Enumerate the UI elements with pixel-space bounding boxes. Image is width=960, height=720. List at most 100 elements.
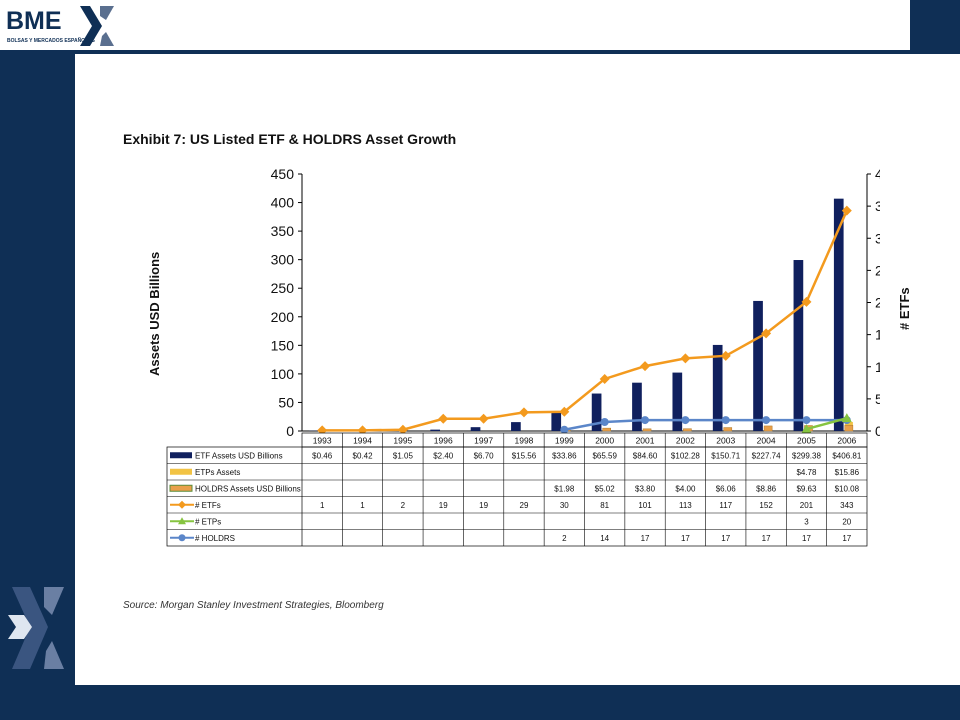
etfs-count-marker: [559, 406, 570, 417]
holdrs-count-marker: [600, 418, 609, 427]
table-cell-value: 19: [439, 501, 448, 510]
etf-assets-bar: [833, 198, 844, 431]
holdrs-assets-bar: [683, 428, 692, 432]
footer-band: [75, 685, 960, 720]
header-bar: [0, 0, 960, 52]
table-cell-value: 30: [560, 501, 569, 510]
table-cell-value: $1.05: [393, 451, 414, 460]
etfs-count-marker: [518, 407, 529, 418]
etf-assets-bar: [551, 411, 562, 431]
table-cell-value: $2.40: [433, 451, 454, 460]
left-tick-label: 150: [271, 337, 295, 353]
year-label: 2003: [716, 436, 735, 446]
etf-assets-bar: [591, 393, 602, 431]
table-cell-value: 14: [600, 534, 609, 543]
table-cell-value: 101: [638, 501, 652, 510]
table-cell-value: 113: [679, 501, 692, 510]
etf-assets-bar: [632, 382, 642, 431]
etf-assets-bar: [511, 422, 521, 431]
logo-x-icon: [80, 6, 114, 46]
etf-holdrs-chart: 0501001502002503003504004500501001502002…: [166, 166, 880, 547]
legend-marker-holdrs: [178, 534, 186, 542]
etps-count-marker: [841, 413, 852, 423]
right-axis-label: # ETFs: [897, 287, 912, 330]
etfs-count-marker: [801, 296, 812, 307]
logo-text: BME: [6, 7, 62, 35]
etfs-count-marker: [841, 205, 852, 216]
etf-assets-bar: [753, 300, 763, 431]
table-cell-value: $4.00: [675, 484, 696, 493]
holdrs-assets-bar: [844, 424, 854, 432]
right-tick-label: 100: [875, 359, 880, 375]
etfs-count-line: [322, 210, 848, 432]
left-tick-label: 250: [271, 280, 295, 296]
legend-label-etps: # ETPs: [195, 517, 221, 526]
table-cell-value: $227.74: [752, 451, 781, 460]
right-tick-label: 150: [875, 327, 880, 343]
etf-assets-bar: [712, 344, 723, 431]
table-cell-value: $33.86: [552, 451, 577, 460]
holdrs-count-marker: [560, 425, 569, 434]
right-tick-label: 300: [875, 230, 880, 246]
left-tick-label: 50: [278, 394, 294, 410]
table-cell-value: $102.28: [671, 451, 700, 460]
holdrs-count-marker: [802, 416, 811, 425]
legend-swatch-etps-assets: [170, 468, 192, 475]
table-cell-value: 17: [802, 534, 811, 543]
holdrs-assets-bar: [602, 427, 611, 432]
table-cell-value: 17: [721, 534, 730, 543]
table-cell-value: $0.42: [353, 451, 374, 460]
etf-assets-bar: [793, 260, 804, 431]
table-cell-value: 19: [479, 501, 488, 510]
table-cell-value: $84.60: [633, 451, 658, 460]
table-cell-value: 201: [800, 501, 814, 510]
table-cell-value: 1: [360, 501, 365, 510]
right-tick-label: 50: [875, 391, 880, 407]
table-cell-value: 20: [842, 517, 851, 526]
table-cell-value: $1.98: [554, 484, 575, 493]
holdrs-count-marker: [762, 416, 771, 425]
table-cell-value: $6.70: [474, 451, 495, 460]
left-tick-label: 200: [271, 309, 295, 325]
holdrs-assets-bar: [642, 428, 652, 432]
table-cell-value: $9.63: [796, 484, 817, 493]
table-cell-value: 1: [320, 501, 325, 510]
year-label: 2004: [757, 436, 776, 446]
etps-count-line: [806, 416, 848, 431]
table-cell-value: 17: [641, 534, 650, 543]
holdrs-count-marker: [721, 416, 730, 425]
year-label: 2005: [797, 436, 816, 446]
etfs-count-marker: [720, 350, 731, 361]
holdrs-assets-bar: [723, 427, 733, 432]
legend-swatch-holdrs-assets-usd-billions: [169, 484, 193, 492]
legend-label-etps-assets: ETPs Assets: [195, 468, 240, 477]
logo-subtitle: BOLSAS Y MERCADOS ESPAÑOLES: [7, 38, 95, 44]
holdrs-assets-bar: [763, 425, 773, 432]
table-cell-value: 117: [719, 501, 732, 510]
legend-label-etf-assets-usd-billions: ETF Assets USD Billions: [195, 451, 283, 460]
table-cell-value: 3: [804, 517, 809, 526]
header-divider: [0, 50, 910, 54]
left-tick-label: 400: [271, 195, 295, 211]
year-label: 2002: [676, 436, 695, 446]
holdrs-count-line: [564, 418, 847, 431]
etf-assets-bar: [672, 372, 683, 431]
table-cell-value: 2: [401, 501, 406, 510]
etfs-count-marker: [640, 361, 651, 372]
year-label: 1998: [515, 436, 534, 446]
etf-assets-bar: [430, 429, 441, 431]
left-tick-label: 0: [286, 423, 294, 439]
year-label: 2000: [595, 436, 614, 446]
year-label: 1995: [393, 436, 412, 446]
table-cell-value: $5.02: [595, 484, 616, 493]
table-cell-value: $6.06: [716, 484, 737, 493]
header-corner-block: [910, 0, 960, 54]
etf-assets-bar: [470, 427, 481, 431]
etfs-count-marker: [761, 328, 772, 339]
table-cell-value: 343: [840, 501, 854, 510]
etfs-count-marker: [680, 353, 691, 364]
etfs-count-marker: [397, 424, 408, 435]
table-cell-value: $4.78: [796, 468, 817, 477]
year-label: 2001: [636, 436, 655, 446]
table-cell-value: $3.80: [635, 484, 656, 493]
